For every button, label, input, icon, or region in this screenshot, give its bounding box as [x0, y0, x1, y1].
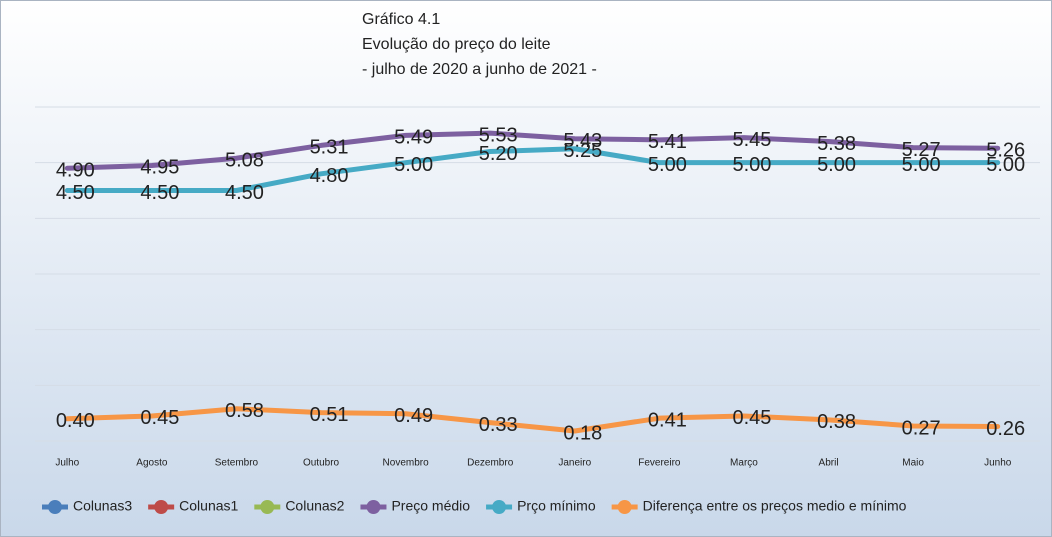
legend-label: Colunas1: [179, 498, 238, 514]
x-tick-label: Agosto: [136, 458, 168, 469]
data-label: 4.80: [310, 165, 349, 187]
data-label: 4.90: [56, 160, 95, 182]
legend-marker: [492, 500, 507, 514]
data-label: 4.50: [140, 182, 179, 204]
x-tick-label: Julho: [55, 458, 79, 469]
x-tick-label: Setembro: [215, 458, 259, 469]
legend-label: Diferença entre os preços medio e mínimo: [643, 498, 907, 514]
data-label: 4.50: [56, 182, 95, 204]
data-label: 5.27: [902, 139, 941, 161]
data-label: 0.41: [648, 409, 687, 431]
x-tick-label: Abril: [819, 458, 839, 469]
data-label: 0.45: [140, 407, 179, 429]
data-label: 5.20: [479, 143, 518, 165]
data-label: 0.27: [902, 417, 941, 439]
data-label: 0.45: [732, 407, 771, 429]
x-tick-label: Dezembro: [467, 458, 514, 469]
legend-marker: [617, 500, 632, 514]
data-label: 0.38: [817, 411, 856, 433]
data-label: 0.49: [394, 405, 433, 427]
legend-marker: [154, 500, 169, 514]
data-label: 5.53: [479, 124, 518, 146]
data-label: 5.26: [986, 139, 1025, 161]
x-tick-label: Março: [730, 458, 758, 469]
data-label: 5.00: [648, 154, 687, 176]
x-tick-label: Novembro: [383, 458, 430, 469]
x-tick-label: Junho: [984, 458, 1012, 469]
series-line: [64, 146, 1001, 193]
chart-title: - julho de 2020 a junho de 2021 -: [362, 61, 597, 78]
legend-label: Colunas3: [73, 498, 132, 514]
data-label: 5.00: [986, 154, 1025, 176]
chart-title: Evolução do preço do leite: [362, 36, 551, 53]
data-label: 5.00: [902, 154, 941, 176]
data-label: 0.33: [479, 414, 518, 436]
series-line: [64, 130, 1001, 171]
data-label: 5.31: [310, 137, 349, 159]
data-label: 0.40: [56, 410, 95, 432]
data-label: 5.25: [563, 140, 602, 162]
data-label: 0.26: [986, 418, 1025, 440]
data-label: 5.45: [732, 129, 771, 151]
data-label: 5.41: [648, 131, 687, 153]
data-label: 5.38: [817, 133, 856, 155]
x-tick-label: Outubro: [303, 458, 340, 469]
data-label: 5.00: [732, 154, 771, 176]
x-tick-label: Fevereiro: [638, 458, 681, 469]
data-label: 4.95: [140, 157, 179, 179]
data-label: 4.50: [225, 182, 264, 204]
legend-label: Prço mínimo: [517, 498, 596, 514]
x-tick-label: Maio: [902, 458, 924, 469]
legend-label: Preço médio: [391, 498, 470, 514]
data-label: 0.58: [225, 400, 264, 422]
data-label: 0.51: [310, 404, 349, 426]
chart-title: Gráfico 4.1: [362, 11, 440, 28]
data-label: 5.00: [394, 154, 433, 176]
series-line: [64, 406, 1001, 434]
x-tick-label: Janeiro: [558, 458, 591, 469]
legend-marker: [366, 500, 381, 514]
legend-marker: [260, 500, 275, 514]
legend-label: Colunas2: [285, 498, 344, 514]
data-label: 0.18: [563, 422, 602, 444]
legend-marker: [48, 500, 62, 514]
data-label: 5.08: [225, 149, 264, 171]
data-label: 5.49: [394, 127, 433, 149]
data-label: 5.00: [817, 154, 856, 176]
